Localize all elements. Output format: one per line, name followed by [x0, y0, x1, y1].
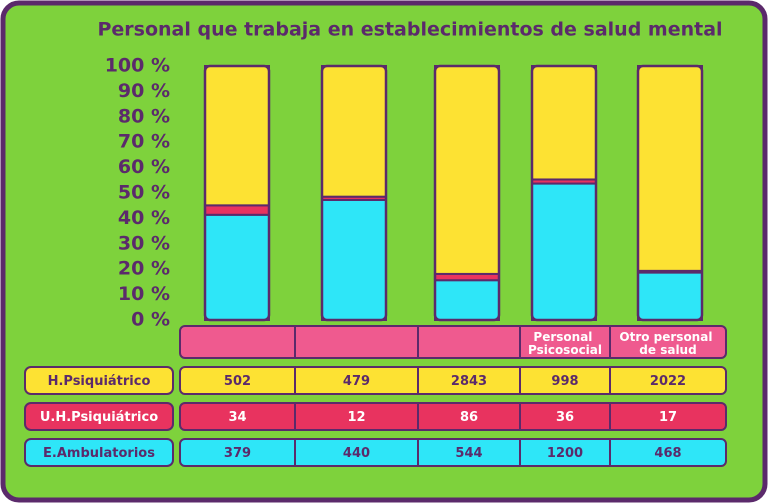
bar-segment	[637, 65, 703, 272]
bar-segment	[434, 279, 500, 322]
category-line: Personal	[533, 330, 596, 344]
legend-box	[24, 366, 174, 395]
bar-outline	[636, 64, 704, 322]
y-tick-label: 70 %	[118, 131, 170, 153]
bar-segment	[321, 198, 387, 321]
bar-segment	[637, 271, 703, 321]
y-tick-label: 20 %	[118, 258, 170, 280]
category-line: Psicosocial	[528, 343, 602, 357]
y-tick-label: 30 %	[118, 232, 170, 254]
bar-outline	[433, 64, 501, 322]
bar-outline	[530, 64, 598, 322]
legend-label: H.Psiquiátrico	[48, 374, 151, 389]
table-value: 502	[224, 374, 251, 389]
legend-box	[24, 402, 174, 431]
table-value: 544	[455, 446, 482, 461]
table-value: 1200	[547, 446, 583, 461]
table-value: 34	[228, 410, 246, 425]
y-tick-label: 80 %	[118, 105, 170, 127]
legend-label: U.H.Psiquiátrico	[40, 410, 158, 425]
table-value: 379	[224, 446, 251, 461]
legend-box	[24, 438, 174, 467]
table-value: 2843	[451, 374, 487, 389]
chart-title: Personal que trabaja en establecimientos…	[97, 19, 722, 41]
table-value: 998	[551, 374, 578, 389]
bar-segment	[434, 65, 500, 275]
table-value: 468	[654, 446, 681, 461]
table-row	[179, 402, 727, 431]
table-value: 479	[343, 374, 370, 389]
bar-segment	[204, 204, 270, 216]
legend-label: E.Ambulatorios	[43, 446, 155, 461]
y-tick-label: 40 %	[118, 207, 170, 229]
bar-outline	[320, 64, 388, 322]
bar-segment	[204, 65, 270, 207]
table-value: 86	[460, 410, 478, 425]
category-label: Personal Psicosocial	[528, 330, 602, 357]
bar-segment	[531, 182, 597, 321]
y-tick-label: 50 %	[118, 182, 170, 204]
table-header	[179, 325, 727, 359]
y-tick-label: 10 %	[118, 283, 170, 305]
table-value: 2022	[650, 374, 686, 389]
bar-segment	[321, 65, 387, 198]
bar-outline	[203, 64, 271, 322]
bar-segment	[204, 213, 270, 321]
y-tick-label: 60 %	[118, 156, 170, 178]
y-tick-label: 100 %	[105, 55, 170, 77]
category-line: de salud	[639, 343, 696, 357]
y-tick-label: 0 %	[131, 309, 170, 331]
category-line: Otro personal	[619, 330, 716, 344]
table-row	[179, 366, 727, 395]
table-row	[179, 438, 727, 467]
table-value: 36	[556, 410, 574, 425]
y-tick-label: 90 %	[118, 80, 170, 102]
table-value: 440	[343, 446, 370, 461]
category-label: Otro personal de salud	[619, 330, 716, 357]
table-value: 12	[347, 410, 365, 425]
bar-segment	[531, 65, 597, 181]
table-value: 17	[659, 410, 677, 425]
